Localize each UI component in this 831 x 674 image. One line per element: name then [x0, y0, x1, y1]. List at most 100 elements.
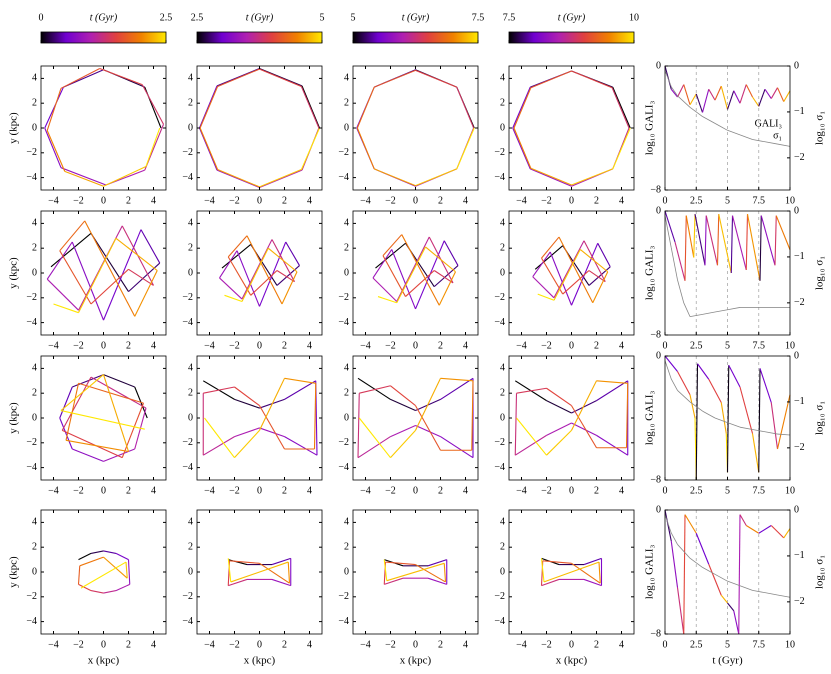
- orbit-segment: [79, 556, 104, 567]
- orbit-segment: [102, 374, 130, 452]
- sigma-segment: [664, 514, 672, 534]
- x-axis-label: x (kpc): [88, 655, 120, 667]
- y2-tick-label: −1: [794, 106, 805, 117]
- gali-segment: [764, 88, 772, 99]
- gali-segment: [720, 402, 727, 434]
- y-tick-label: −8: [650, 329, 661, 340]
- x-tick-label: 4: [619, 639, 624, 650]
- orbit-segment: [558, 236, 594, 304]
- gali-segment: [701, 89, 710, 113]
- orbit-segment: [571, 422, 597, 436]
- y-tick-label: −2: [182, 437, 193, 448]
- orbit-segment: [415, 564, 446, 583]
- y-tick-label: −2: [26, 437, 37, 448]
- orbit-segment: [216, 169, 260, 189]
- gali-segment: [705, 215, 719, 266]
- gali-segment: [697, 363, 710, 380]
- sigma-segment: [664, 360, 672, 380]
- gali-segment: [704, 215, 707, 266]
- x-tick-label: −2: [229, 195, 240, 206]
- x-tick-label: −4: [360, 195, 371, 206]
- orbit-segment: [204, 417, 235, 459]
- orbit-segment: [103, 165, 147, 187]
- x-tick-label: −2: [229, 340, 240, 351]
- orbit-segment: [65, 439, 129, 453]
- y-tick-label: −2: [494, 292, 505, 303]
- y-axis-label: log₁₀ GALI₃: [644, 545, 656, 600]
- y-tick-label: 2: [344, 97, 349, 108]
- x-tick-label: −4: [516, 340, 527, 351]
- orbit-segment: [546, 387, 572, 407]
- orbit-segment: [596, 380, 628, 384]
- orbit-segment: [300, 127, 321, 170]
- colorbar-tick-label: 5: [351, 12, 356, 23]
- x-tick-label: 0: [569, 195, 574, 206]
- sigma-segment: [714, 123, 728, 131]
- x-tick-label: 2: [438, 639, 443, 650]
- orbit-segment: [415, 69, 457, 88]
- x-tick-label: −4: [48, 639, 59, 650]
- orbit-segment: [276, 265, 300, 286]
- gali-segment: [733, 90, 741, 104]
- y-tick-label: 4: [188, 73, 193, 84]
- orbit-segment: [537, 293, 555, 301]
- orbit-segment: [145, 127, 161, 167]
- colorbar: [196, 31, 323, 44]
- y-tick-label: 4: [500, 218, 505, 229]
- x-tick-label: −2: [229, 485, 240, 496]
- gali-segment: [708, 88, 716, 101]
- orbit-segment: [541, 257, 564, 295]
- orbit-segment: [438, 271, 456, 306]
- x-tick-label: 4: [619, 485, 624, 496]
- y-tick-label: 0: [188, 412, 193, 423]
- y-tick-label: 0: [656, 350, 661, 361]
- orbit-segment: [77, 565, 81, 585]
- sigma-segment: [739, 585, 753, 591]
- x-tick-label: 4: [463, 639, 468, 650]
- y-tick-label: 4: [344, 363, 349, 374]
- orbit-segment: [103, 590, 117, 594]
- orbit-segment: [588, 270, 606, 283]
- y-tick-label: −2: [182, 147, 193, 158]
- gali-segment: [783, 528, 791, 539]
- orbit-segment: [427, 577, 447, 585]
- x-tick-label: 2: [282, 195, 287, 206]
- y-axis-label: log₁₀ GALI₃: [644, 101, 656, 156]
- sigma-segment: [727, 129, 741, 136]
- y2-tick-label: 0: [794, 504, 799, 515]
- orbit-segment: [229, 560, 260, 564]
- y2-axis-label: log₁₀ σ₁: [814, 256, 826, 290]
- y-tick-label: −8: [650, 184, 661, 195]
- y-axis-label: log₁₀ GALI₃: [644, 391, 656, 446]
- y2-tick-label: 0: [794, 60, 799, 71]
- orbit-segment: [390, 430, 416, 459]
- orbit-segment: [80, 561, 127, 589]
- x-tick-label: 4: [463, 485, 468, 496]
- orbit-segment: [46, 88, 62, 131]
- orbit-segment: [440, 377, 474, 382]
- y-tick-label: −2: [26, 292, 37, 303]
- x-tick-label: −4: [360, 639, 371, 650]
- orbit-segment: [227, 558, 232, 582]
- gali-segment: [693, 214, 696, 258]
- x-axis-label: x (kpc): [244, 655, 276, 667]
- sigma-segment: [752, 429, 766, 433]
- y-tick-label: 0: [188, 566, 193, 577]
- gali-segment: [664, 355, 678, 372]
- x-tick-label: 4: [619, 195, 624, 206]
- gali-segment: [745, 525, 760, 534]
- x-tick-label: 5: [725, 195, 730, 206]
- gali-segment: [670, 540, 679, 588]
- orbit-segment: [425, 246, 456, 273]
- x-tick-label: −4: [204, 195, 215, 206]
- orbit-segment: [596, 434, 629, 456]
- y-tick-label: 4: [32, 218, 37, 229]
- y-tick-label: −2: [338, 147, 349, 158]
- y-tick-label: 4: [32, 73, 37, 84]
- gali-segment: [776, 394, 791, 450]
- gali-segment: [746, 213, 761, 281]
- y-tick-label: 2: [344, 541, 349, 552]
- orbit-segment: [357, 393, 360, 458]
- x-tick-label: 2: [126, 485, 131, 496]
- colorbar-tick-label: 7.5: [472, 12, 485, 23]
